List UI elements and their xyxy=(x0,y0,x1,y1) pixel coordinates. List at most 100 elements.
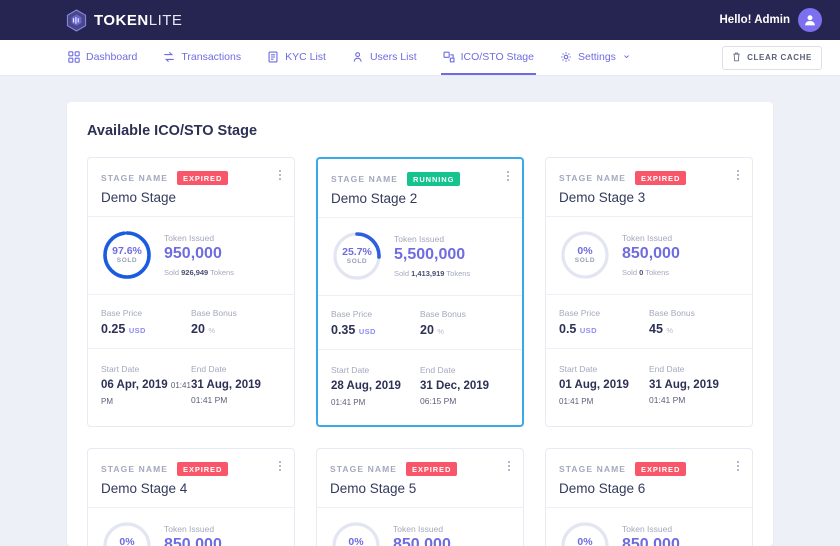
start-date-label: Start Date xyxy=(559,364,598,374)
nav-label-settings: Settings xyxy=(577,50,616,63)
status-badge: EXPIRED xyxy=(177,462,229,477)
sold-ring-label: SOLD xyxy=(346,258,368,265)
users-icon xyxy=(352,51,364,63)
card-options-menu-icon[interactable] xyxy=(737,170,739,180)
card-divider xyxy=(88,348,294,349)
user-menu[interactable]: Hello! Admin xyxy=(719,8,822,32)
currency-unit: USD xyxy=(358,327,376,336)
dates-row: Start Date 01 Aug, 2019 01:41 PM End Dat… xyxy=(546,349,752,424)
end-date-label: End Date xyxy=(649,364,685,374)
stage-card[interactable]: STAGE NAME EXPIRED Demo Stage 6 0% SOLD … xyxy=(545,448,753,546)
base-bonus-value: 20 % xyxy=(420,323,445,337)
card-options-menu-icon[interactable] xyxy=(279,461,281,472)
start-date-cell: Start Date 06 Apr, 2019 01:41 PM xyxy=(101,364,191,409)
stage-meta-row: STAGE NAME EXPIRED xyxy=(101,171,281,185)
card-divider xyxy=(318,217,522,218)
stage-card-stats: 0% SOLD Token Issued 850,000 Sold 0 Toke… xyxy=(546,508,752,546)
exchange-icon xyxy=(163,51,175,63)
token-issued-label: Token Issued xyxy=(164,524,215,535)
nav-item-settings[interactable]: Settings ⌄ xyxy=(558,40,633,75)
nav-item-dashboard[interactable]: Dashboard xyxy=(66,40,139,75)
nav-item-ico-sto-stage[interactable]: ICO/STO Stage xyxy=(440,40,536,75)
card-divider xyxy=(88,507,294,509)
stage-card-header: STAGE NAME EXPIRED Demo Stage 6 xyxy=(546,449,752,507)
stage-card[interactable]: STAGE NAME EXPIRED Demo Stage 97.6% SOLD… xyxy=(87,157,295,428)
user-avatar-icon[interactable] xyxy=(798,8,822,32)
cube-hexagon-icon xyxy=(66,8,87,32)
stages-panel: Available ICO/STO Stage STAGE NAME EXPIR… xyxy=(67,102,773,546)
token-issued-label: Token Issued xyxy=(394,234,445,245)
sold-progress-ring: 0% SOLD xyxy=(101,520,153,546)
token-issued-label: Token Issued xyxy=(393,524,444,535)
stage-meta-row: STAGE NAME EXPIRED xyxy=(101,462,281,477)
base-bonus-value: 20 % xyxy=(191,322,216,336)
sold-ring-label: SOLD xyxy=(574,257,596,264)
brand-primary: TOKEN xyxy=(94,11,149,29)
stage-card[interactable]: STAGE NAME RUNNING Demo Stage 2 25.7% SO… xyxy=(316,157,524,428)
nav-item-transactions[interactable]: Transactions xyxy=(161,40,243,75)
stage-name-label: STAGE NAME xyxy=(331,174,399,184)
stage-name-value: Demo Stage 4 xyxy=(101,481,188,497)
stage-card[interactable]: STAGE NAME EXPIRED Demo Stage 3 0% SOLD … xyxy=(545,157,753,428)
brand-logo[interactable]: TOKENLITE xyxy=(66,8,182,32)
greeting-label: Hello! Admin xyxy=(719,14,791,26)
card-options-menu-icon[interactable] xyxy=(737,461,739,472)
gear-icon xyxy=(560,51,572,63)
percent-unit: % xyxy=(208,326,216,335)
end-date-cell: End Date 31 Aug, 2019 01:41 PM xyxy=(649,364,739,409)
clear-cache-button[interactable]: CLEAR CACHE xyxy=(722,45,822,70)
layers-icon xyxy=(443,51,455,63)
card-divider xyxy=(88,294,294,295)
token-issued-value: 850,000 xyxy=(393,536,451,546)
stage-card-header: STAGE NAME EXPIRED Demo Stage 4 xyxy=(88,449,294,507)
percent-unit: % xyxy=(666,326,674,335)
start-date-cell: Start Date 28 Aug, 2019 01:41 PM xyxy=(331,365,420,410)
document-icon xyxy=(267,50,279,63)
sold-percent-value: 0% xyxy=(119,536,135,546)
base-price-value: 0.35 USD xyxy=(331,323,376,337)
stage-card[interactable]: STAGE NAME EXPIRED Demo Stage 4 0% SOLD … xyxy=(87,448,295,546)
token-issued-block: Token Issued 950,000 Sold 926,949 Tokens xyxy=(164,233,281,276)
card-options-menu-icon[interactable] xyxy=(508,461,510,472)
stage-meta-row: STAGE NAME EXPIRED xyxy=(559,462,739,477)
sold-percent-value: 0% xyxy=(348,536,364,546)
status-badge: EXPIRED xyxy=(177,171,229,185)
end-date-value: 31 Aug, 2019 xyxy=(191,379,261,391)
stage-name-value: Demo Stage 2 xyxy=(331,191,418,206)
sold-progress-ring: 97.6% SOLD xyxy=(101,229,153,281)
status-badge: EXPIRED xyxy=(406,462,458,477)
token-issued-value: 850,000 xyxy=(622,245,680,263)
sold-progress-ring: 0% SOLD xyxy=(559,520,611,546)
nav-item-users-list[interactable]: Users List xyxy=(350,40,419,75)
end-date-value: 31 Dec, 2019 xyxy=(420,380,490,392)
sold-percent-value: 25.7% xyxy=(342,245,372,258)
stage-card[interactable]: STAGE NAME EXPIRED Demo Stage 5 0% SOLD … xyxy=(316,448,524,546)
end-date-label: End Date xyxy=(420,365,456,375)
nav-item-kyc-list[interactable]: KYC List xyxy=(265,40,328,75)
grid-icon xyxy=(68,50,80,63)
token-issued-value: 850,000 xyxy=(622,536,680,546)
sold-progress-ring: 0% SOLD xyxy=(559,229,611,281)
token-issued-block: Token Issued 850,000 Sold 0 Tokens xyxy=(393,524,510,546)
base-bonus-label: Base Bonus xyxy=(191,308,237,318)
brand-secondary: LITE xyxy=(148,11,183,29)
currency-unit: USD xyxy=(579,326,597,335)
end-time-value: 06:15 PM xyxy=(420,395,457,406)
stage-name-value: Demo Stage 5 xyxy=(330,481,417,497)
tokens-sold-line: Sold 926,949 Tokens xyxy=(164,267,234,277)
card-options-menu-icon[interactable] xyxy=(279,170,281,180)
stage-card-stats: 25.7% SOLD Token Issued 5,500,000 Sold 1… xyxy=(318,218,522,295)
stage-name-label: STAGE NAME xyxy=(330,464,398,475)
stage-meta-row: STAGE NAME EXPIRED xyxy=(330,462,510,477)
stage-name-value: Demo Stage 3 xyxy=(559,190,646,205)
token-issued-value: 950,000 xyxy=(164,245,222,263)
start-date-value: 28 Aug, 2019 01:41 PM xyxy=(331,380,401,407)
stage-card-stats: 0% SOLD Token Issued 850,000 Sold 0 Toke… xyxy=(88,508,294,546)
brand-wordmark: TOKENLITE xyxy=(94,12,182,29)
start-date-value: 06 Apr, 2019 01:41 PM xyxy=(101,379,191,406)
status-badge: EXPIRED xyxy=(635,171,687,185)
sold-percent-value: 0% xyxy=(577,536,593,546)
end-date-value: 31 Aug, 2019 xyxy=(649,379,719,391)
stage-card-stats: 0% SOLD Token Issued 850,000 Sold 0 Toke… xyxy=(317,508,523,546)
card-options-menu-icon[interactable] xyxy=(507,171,509,181)
